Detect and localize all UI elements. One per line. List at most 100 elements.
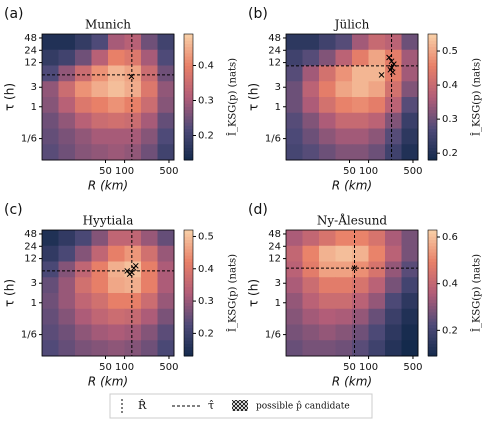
colorbar-step (428, 59, 437, 63)
colorbar-step (184, 122, 193, 126)
colorbar-step (428, 236, 437, 240)
heat-cell (108, 293, 125, 310)
colorbar-step (184, 318, 193, 322)
heat-cell (124, 97, 142, 114)
colorbar-tick-label: 0.4 (442, 279, 458, 290)
heat-cell (368, 293, 386, 310)
heat-cell (141, 308, 158, 325)
colorbar-step (428, 62, 437, 66)
y-tick-label: 12 (268, 254, 281, 265)
heat-cell (319, 81, 336, 98)
colorbar-step (184, 230, 193, 234)
colorbar-step (184, 84, 193, 89)
heat-cell (141, 324, 158, 341)
x-tick-label: 500 (159, 362, 178, 373)
colorbar-frame (183, 33, 194, 161)
colorbar-tick-label: 0.2 (198, 328, 214, 339)
colorbar-step (184, 147, 193, 152)
panel-title: Hyytiala (83, 214, 134, 228)
heat-cell (352, 245, 369, 262)
colorbar-step (428, 233, 437, 237)
heat-cell (91, 230, 109, 247)
colorbar-step (428, 308, 437, 313)
heat-cell (91, 49, 109, 66)
colorbar-step (428, 330, 437, 335)
colorbar-step (428, 299, 437, 303)
heat-cell (108, 277, 125, 294)
heat-cell (124, 34, 142, 51)
colorbar-step (428, 52, 437, 57)
heat-cell (385, 245, 402, 262)
heat-cell (368, 144, 386, 161)
plot-frame (41, 33, 175, 161)
colorbar-step (428, 293, 437, 297)
heat-cell (91, 245, 109, 262)
colorbar-step (184, 264, 193, 269)
colorbar-label: Î_KSG(p) (nats) (227, 254, 239, 332)
colorbar-step (428, 119, 437, 123)
heat-cell (352, 144, 369, 161)
colorbar-step (428, 49, 437, 54)
heat-cell (157, 230, 175, 247)
heat-cell (157, 324, 175, 341)
heat-cell (319, 245, 336, 262)
heat-cell (141, 97, 158, 114)
colorbar-step (428, 141, 437, 145)
heat-cell (108, 65, 125, 82)
colorbar-step (184, 267, 193, 272)
colorbar-step (184, 62, 193, 66)
colorbar-step (428, 286, 437, 291)
heat-cell (335, 308, 353, 325)
heat-cell (352, 308, 369, 325)
heat-cell (157, 34, 175, 51)
y-tick-label: 12 (24, 58, 37, 69)
colorbar-step (184, 248, 193, 253)
heat-cell (91, 293, 109, 310)
heat-cell (58, 49, 76, 66)
colorbar-label: Î_KSG(p) (nats) (227, 58, 239, 136)
heat-cell (319, 34, 336, 51)
y-tick-label: 1/6 (265, 330, 281, 341)
heat-cell (75, 340, 92, 357)
x-axis-label: R (km) (332, 179, 372, 193)
colorbar-step (428, 327, 437, 332)
heat-cell (302, 128, 320, 145)
heat-cell (75, 144, 92, 161)
heat-cell (42, 308, 59, 325)
legend-tau-hat: τ̂ (208, 399, 214, 412)
colorbar-step (428, 68, 437, 73)
heat-cell (91, 81, 109, 98)
heat-cell (352, 49, 369, 66)
heat-cell (302, 49, 320, 66)
y-tick-label: 1 (31, 102, 37, 113)
heat-cell (335, 81, 353, 98)
heat-cell (385, 293, 402, 310)
colorbar-step (184, 337, 193, 341)
colorbar-step (184, 65, 193, 70)
heat-cell (286, 81, 303, 98)
y-axis-label: τ (h) (3, 279, 17, 307)
x-axis-label: R (km) (332, 375, 372, 389)
colorbar-tick-label: 0.3 (198, 296, 214, 307)
heat-cell (352, 261, 369, 278)
colorbar-step (184, 49, 193, 54)
heat-cell (75, 128, 92, 145)
panel-title: Ny-Ålesund (317, 213, 388, 228)
heat-cell (335, 230, 353, 247)
heat-cell (141, 277, 158, 294)
colorbar-step (428, 122, 437, 126)
colorbar-step (428, 349, 437, 354)
colorbar-step (184, 141, 193, 145)
plot-frame (285, 229, 419, 357)
colorbar-step (428, 109, 437, 114)
heat-cell (302, 277, 320, 294)
heat-cell (42, 340, 59, 357)
colorbar-step (428, 296, 437, 300)
colorbar-tick-label: 0.4 (442, 80, 458, 91)
heat-cell (352, 97, 369, 114)
heat-cell (385, 128, 402, 145)
colorbar-step (184, 68, 193, 73)
heat-cell (368, 308, 386, 325)
